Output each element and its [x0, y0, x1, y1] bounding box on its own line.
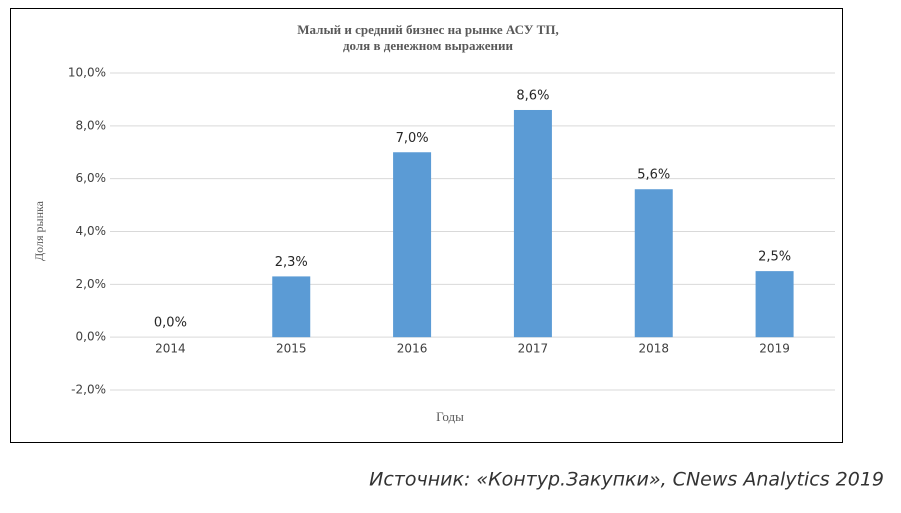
data-label: 2,3% — [275, 255, 308, 270]
bar — [272, 276, 311, 338]
chart-title: Малый и средний бизнес на рынке АСУ ТП, — [297, 22, 558, 37]
y-tick-label: 6,0% — [76, 171, 107, 185]
bar — [755, 271, 794, 338]
y-tick-label: 8,0% — [76, 118, 107, 132]
bar — [393, 152, 432, 338]
y-tick-label: 4,0% — [76, 224, 107, 238]
y-tick-label: 10,0% — [68, 66, 106, 80]
x-tick-label: 2018 — [638, 342, 669, 356]
source-caption: Источник: «Контур.Закупки», CNews Analyt… — [369, 469, 884, 491]
x-tick-label: 2019 — [759, 342, 790, 356]
bar — [513, 109, 552, 338]
data-label: 5,6% — [637, 168, 670, 183]
x-tick-label: 2014 — [155, 342, 186, 356]
y-tick-label: 0,0% — [76, 330, 107, 344]
y-tick-label: 2,0% — [76, 277, 107, 291]
y-tick-label: -2,0% — [71, 383, 106, 397]
x-tick-label: 2016 — [397, 342, 428, 356]
x-tick-label: 2017 — [518, 342, 549, 356]
data-label: 2,5% — [758, 250, 791, 265]
x-axis-label: Годы — [436, 409, 464, 424]
x-tick-label: 2015 — [276, 342, 307, 356]
bar — [634, 189, 673, 338]
data-label: 7,0% — [396, 131, 429, 146]
data-label: 0,0% — [154, 316, 187, 331]
chart-title: доля в денежном выражении — [343, 38, 514, 53]
y-axis-label: Доля рынка — [32, 200, 46, 261]
data-label: 8,6% — [516, 88, 549, 103]
